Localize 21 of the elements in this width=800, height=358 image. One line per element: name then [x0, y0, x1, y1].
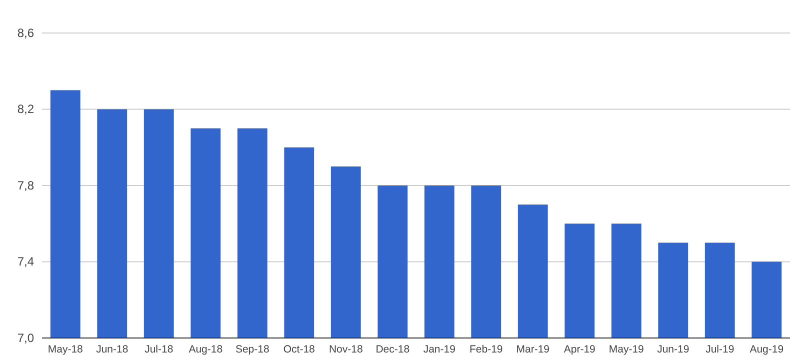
x-tick-label: Jun-18 — [96, 343, 128, 356]
y-tick-label: 8,2 — [17, 102, 34, 116]
x-tick-label: Jan-19 — [423, 343, 456, 356]
y-tick-label: 7,4 — [17, 254, 34, 269]
x-tick-label: Aug-19 — [750, 343, 784, 356]
x-tick-label: Feb-19 — [469, 343, 503, 356]
x-tick-label: Nov-18 — [328, 343, 363, 356]
x-tick-label: May-19 — [608, 343, 644, 356]
x-tick-label: Oct-18 — [283, 343, 316, 356]
x-tick-label: Jun-19 — [657, 343, 690, 356]
y-tick-label: 7,8 — [17, 178, 34, 192]
x-tick-label: Jul-18 — [144, 343, 174, 356]
x-tick-label: Sep-18 — [235, 343, 270, 356]
x-tick-label: Dec-18 — [376, 343, 410, 356]
x-tick-label: Mar-19 — [516, 343, 550, 356]
x-tick-label: May-18 — [48, 343, 84, 356]
y-tick-label: 8,6 — [17, 26, 34, 40]
x-tick-label: Aug-18 — [188, 343, 223, 356]
x-tick-label: Jul-19 — [706, 343, 734, 356]
x-tick-label: Apr-19 — [564, 343, 596, 356]
y-tick-label: 7,0 — [17, 330, 34, 345]
